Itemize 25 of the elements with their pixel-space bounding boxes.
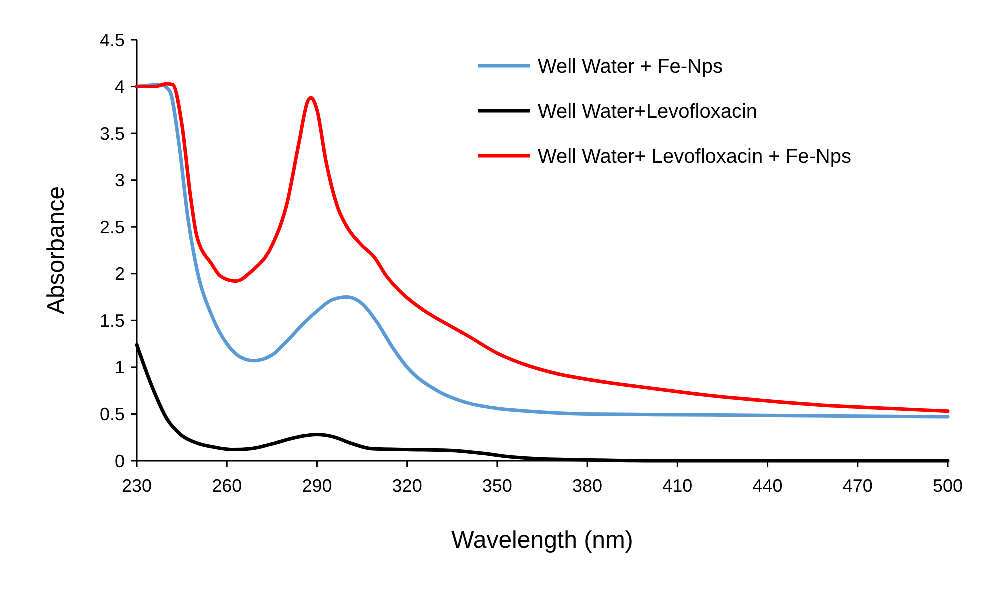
y-axis-title: Absorbance xyxy=(43,186,70,315)
x-tick-label: 350 xyxy=(482,476,512,496)
x-tick-label: 470 xyxy=(842,476,873,496)
x-tick-label: 320 xyxy=(392,476,422,496)
y-tick-label: 2.5 xyxy=(100,217,125,238)
y-tick-label: 0.5 xyxy=(100,404,125,425)
y-tick-label: 0 xyxy=(114,451,125,472)
legend-label: Well Water + Fe-Nps xyxy=(538,56,724,78)
x-tick-label: 410 xyxy=(662,476,693,496)
y-tick-label: 1 xyxy=(114,358,125,378)
x-tick-label: 290 xyxy=(302,476,332,496)
x-tick-label: 500 xyxy=(932,476,964,496)
x-tick-label: 440 xyxy=(752,476,783,496)
y-tick-label: 3.5 xyxy=(100,124,125,144)
x-axis-title: Wavelength (nm) xyxy=(452,527,634,554)
y-tick-label: 4 xyxy=(114,77,125,98)
y-tick-label: 2 xyxy=(114,264,125,284)
legend-label: Well Water+ Levofloxacin + Fe-Nps xyxy=(538,146,852,168)
legend-label: Well Water+Levofloxacin xyxy=(538,101,758,123)
x-tick-label: 380 xyxy=(572,476,603,496)
x-tick-label: 260 xyxy=(212,476,242,496)
y-tick-label: 3 xyxy=(114,170,125,191)
x-tick-label: 230 xyxy=(122,476,152,496)
y-tick-label: 4.5 xyxy=(100,30,125,50)
y-tick-label: 1.5 xyxy=(100,310,125,331)
